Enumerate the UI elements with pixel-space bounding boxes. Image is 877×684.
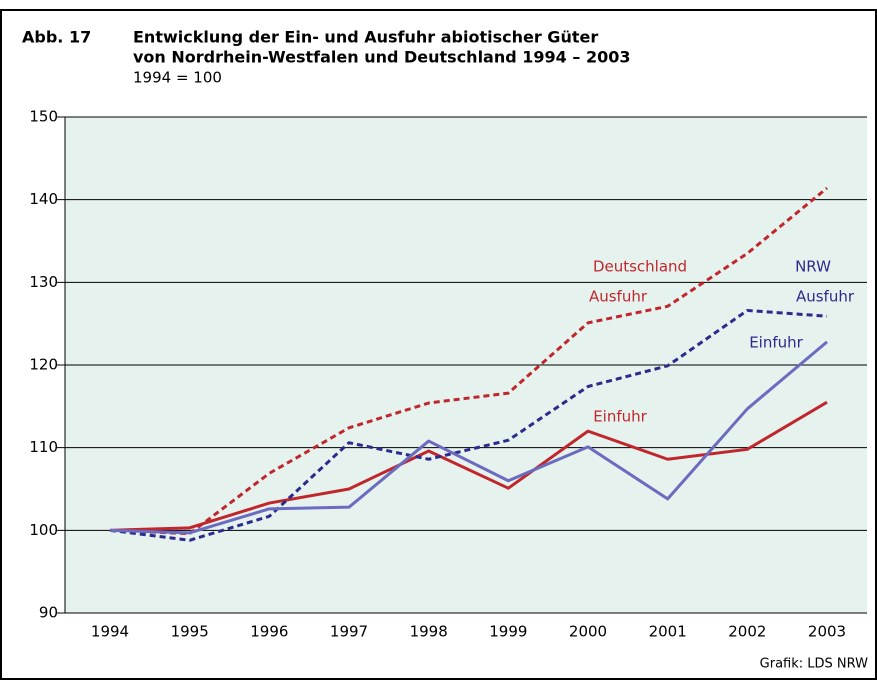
chart-title-line2: von Nordrhein-Westfalen und Deutschland … bbox=[133, 48, 630, 67]
chart-subtitle: 1994 = 100 bbox=[133, 69, 222, 87]
x-tick-label: 1998 bbox=[410, 623, 448, 641]
series-line bbox=[109, 186, 828, 536]
y-tick-label: 110 bbox=[29, 438, 58, 456]
x-tick-label: 1997 bbox=[330, 623, 368, 641]
x-tick-label: 2002 bbox=[728, 623, 766, 641]
chart-title: Entwicklung der Ein- und Ausfuhr abiotis… bbox=[133, 28, 598, 47]
annotation: Ausfuhr bbox=[796, 288, 855, 306]
series-line bbox=[109, 340, 828, 535]
y-tick-label: 120 bbox=[29, 356, 58, 374]
figure-label: Abb. 17 bbox=[22, 28, 91, 47]
y-tick-label: 150 bbox=[29, 108, 58, 126]
x-tick-label: 1994 bbox=[91, 623, 129, 641]
x-tick-label: 2003 bbox=[808, 623, 846, 641]
series-line bbox=[109, 308, 828, 542]
annotation: NRW bbox=[795, 258, 831, 276]
source: Grafik: LDS NRW bbox=[760, 657, 868, 672]
annotation: Einfuhr bbox=[749, 334, 803, 352]
x-tick-label: 1996 bbox=[250, 623, 288, 641]
annotation: Einfuhr bbox=[593, 408, 647, 426]
annotation: Ausfuhr bbox=[589, 288, 648, 306]
y-tick-label: 100 bbox=[29, 521, 58, 539]
frame bbox=[0, 9, 877, 680]
y-tick-label: 140 bbox=[29, 190, 58, 208]
x-tick-label: 2000 bbox=[569, 623, 607, 641]
annotation: Deutschland bbox=[593, 258, 687, 276]
x-tick-label: 1995 bbox=[171, 623, 209, 641]
y-tick-label: 130 bbox=[29, 273, 58, 291]
x-tick-label: 1999 bbox=[489, 623, 527, 641]
y-tick-label: 90 bbox=[39, 604, 58, 622]
x-tick-label: 2001 bbox=[649, 623, 687, 641]
